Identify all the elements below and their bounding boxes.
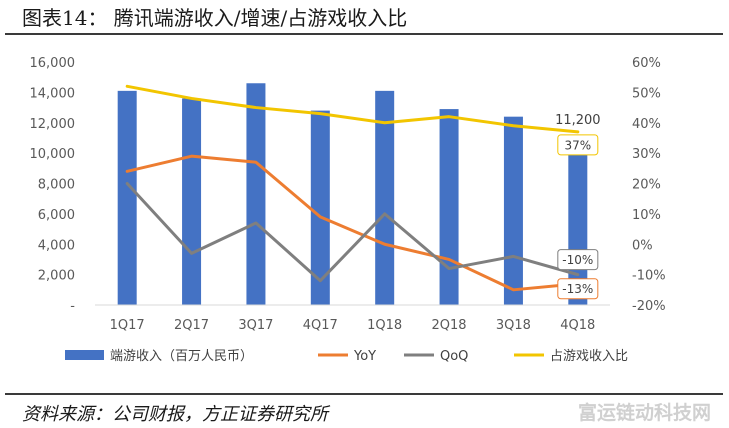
data-label-box [557,249,599,271]
x-tick-label: 4Q17 [303,318,338,333]
x-tick-label: 2Q18 [432,318,467,333]
bars-layer [117,83,588,305]
x-tick-label: 2Q17 [174,318,209,333]
y-right-tick-label: 40% [632,117,661,132]
bar [375,90,395,305]
watermark: 富运链动科技网 [578,402,712,424]
y-left-tick-label: 14,000 [30,86,76,101]
y-left-tick-label: 2,000 [38,269,75,284]
axis-layer: - 2,000 4,000 6,000 8,000 10,000 12,000 14,000 1… [30,56,666,333]
data-label: -10% [562,253,593,267]
x-tick-label: 1Q17 [110,318,145,333]
y-right-tick-label: -20% [632,299,666,314]
y-left-tick-label: 12,000 [30,117,76,132]
y-left-tick-label: - [70,299,75,314]
bottom-rule [5,393,723,395]
data-label: -13% [562,282,593,296]
callout-layer: 11,200 37% -10% -13% [555,113,601,300]
x-tick-label: 4Q18 [560,318,595,333]
bar [117,90,137,305]
lines-layer [125,84,580,292]
legend-swatch [65,350,104,360]
y-left-tick-label: 8,000 [38,178,75,193]
legend-label: QoQ [440,349,468,364]
bar [503,116,523,305]
legend-layer: 端游收入（百万人民币） YoY QoQ 占游戏收入比 [65,349,628,364]
y-right-tick-label: 30% [632,147,661,162]
legend-label: 占游戏收入比 [550,349,628,364]
y-right-tick-label: 0% [632,238,653,253]
y-left-tick-label: 10,000 [30,147,76,162]
y-right-tick-label: 60% [632,56,661,71]
bar [246,83,266,305]
y-right-tick-label: 20% [632,178,661,193]
series-line [125,154,580,292]
x-tick-label: 1Q18 [367,318,402,333]
y-right-tick-label: 50% [632,86,661,101]
series-line [125,84,580,134]
data-label: 37% [564,138,591,152]
y-right-tick-label: 10% [632,208,661,223]
y-right-tick-label: -10% [632,269,666,284]
chart-title: 图表14： 腾讯端游收入/增速/占游戏收入比 [22,6,408,30]
y-left-tick-label: 4,000 [38,238,75,253]
data-label-box [557,134,599,156]
source-note: 资料来源：公司财报，方正证券研究所 [22,404,328,425]
bar [182,98,202,305]
legend-label: YoY [353,349,376,364]
x-tick-label: 3Q17 [238,318,273,333]
bar [439,109,459,305]
y-left-tick-label: 16,000 [30,56,76,71]
legend-label: 端游收入（百万人民币） [110,349,253,364]
data-label: 11,200 [555,113,601,128]
data-label-box [557,278,599,300]
series-line [125,182,580,283]
y-left-tick-label: 6,000 [38,208,75,223]
x-tick-label: 3Q18 [496,318,531,333]
top-rule [5,33,723,35]
bar [310,110,330,305]
